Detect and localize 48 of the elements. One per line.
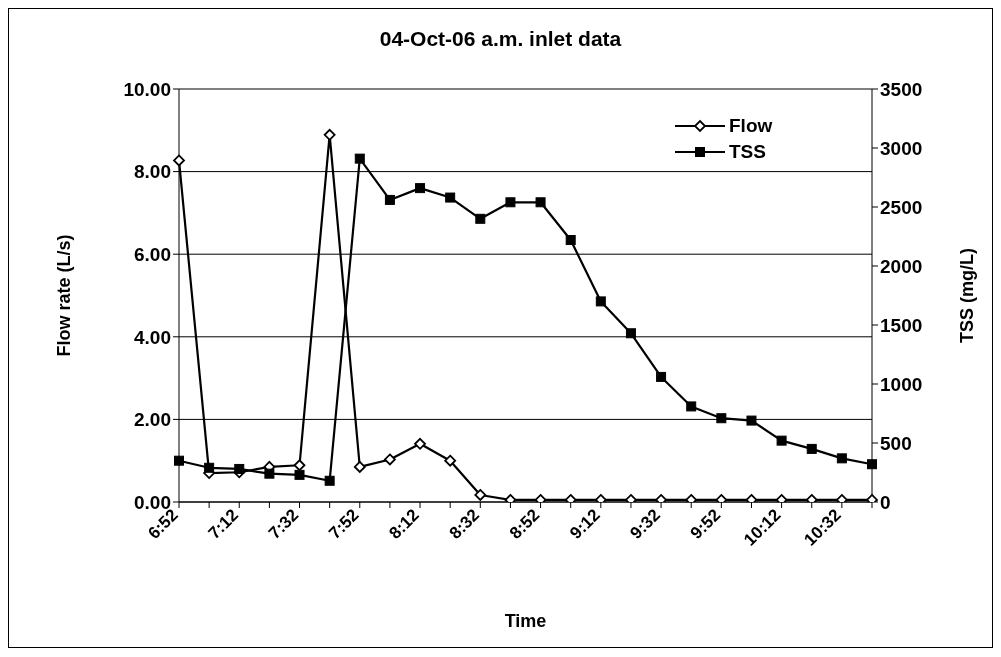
point bbox=[444, 454, 457, 467]
y2-tick-label: 3000 bbox=[880, 137, 923, 159]
point bbox=[686, 401, 697, 412]
y-tick-label: 4.00 bbox=[134, 326, 171, 348]
y2-tick-label: 1500 bbox=[880, 314, 923, 336]
point bbox=[234, 463, 245, 474]
point bbox=[867, 459, 877, 470]
point bbox=[354, 153, 365, 164]
point bbox=[806, 443, 817, 454]
y2-tick-label: 500 bbox=[880, 432, 912, 454]
point bbox=[776, 435, 787, 446]
point bbox=[293, 459, 306, 472]
point bbox=[324, 475, 335, 486]
point bbox=[535, 197, 546, 208]
y-axis-title: Flow rate (L/s) bbox=[54, 234, 75, 357]
y2-tick-label: 3500 bbox=[880, 78, 923, 100]
chart-title: 04-Oct-06 a.m. inlet data bbox=[378, 27, 623, 51]
point bbox=[204, 462, 215, 473]
point bbox=[382, 192, 395, 205]
point bbox=[384, 453, 396, 466]
point bbox=[746, 415, 757, 426]
point bbox=[595, 296, 606, 307]
point bbox=[836, 453, 847, 464]
x-axis-title: Time bbox=[504, 611, 547, 631]
point bbox=[475, 213, 488, 224]
point bbox=[625, 328, 636, 339]
point bbox=[173, 154, 185, 167]
y-tick-label: 6.00 bbox=[134, 243, 171, 265]
point bbox=[414, 437, 426, 450]
y-tick-label: 8.00 bbox=[134, 161, 171, 183]
point bbox=[174, 455, 184, 466]
point bbox=[505, 197, 516, 208]
y2-tick-label: 2000 bbox=[880, 255, 923, 277]
y2-tick-label: 0 bbox=[880, 491, 891, 513]
point bbox=[716, 413, 727, 424]
point bbox=[323, 128, 336, 141]
y2-tick-label: 2500 bbox=[880, 196, 923, 218]
y2-axis-title: TSS (mg/L) bbox=[957, 248, 978, 343]
point bbox=[353, 461, 366, 473]
point bbox=[264, 468, 275, 479]
legend-label: TSS bbox=[729, 141, 766, 163]
point bbox=[474, 489, 487, 501]
point bbox=[294, 469, 305, 480]
point bbox=[656, 371, 667, 382]
y-tick-label: 2.00 bbox=[134, 409, 171, 431]
legend-label: Flow bbox=[729, 115, 773, 137]
y2-tick-label: 1000 bbox=[880, 373, 923, 395]
y-tick-label: 10.00 bbox=[123, 78, 171, 100]
